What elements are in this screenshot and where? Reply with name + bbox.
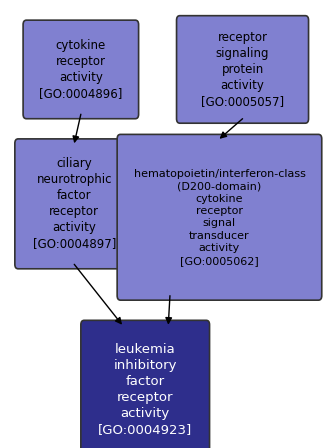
Text: leukemia
inhibitory
factor
receptor
activity
[GO:0004923]: leukemia inhibitory factor receptor acti… [98,343,192,436]
Text: receptor
signaling
protein
activity
[GO:0005057]: receptor signaling protein activity [GO:… [201,31,284,108]
FancyBboxPatch shape [23,20,139,119]
FancyBboxPatch shape [15,139,134,269]
Text: cytokine
receptor
activity
[GO:0004896]: cytokine receptor activity [GO:0004896] [39,39,122,100]
Text: hematopoietin/interferon-class
(D200-domain)
cytokine
receptor
signal
transducer: hematopoietin/interferon-class (D200-dom… [134,169,305,266]
FancyBboxPatch shape [177,16,309,123]
FancyBboxPatch shape [117,134,322,300]
Text: ciliary
neurotrophic
factor
receptor
activity
[GO:0004897]: ciliary neurotrophic factor receptor act… [33,157,116,250]
FancyBboxPatch shape [81,320,210,448]
